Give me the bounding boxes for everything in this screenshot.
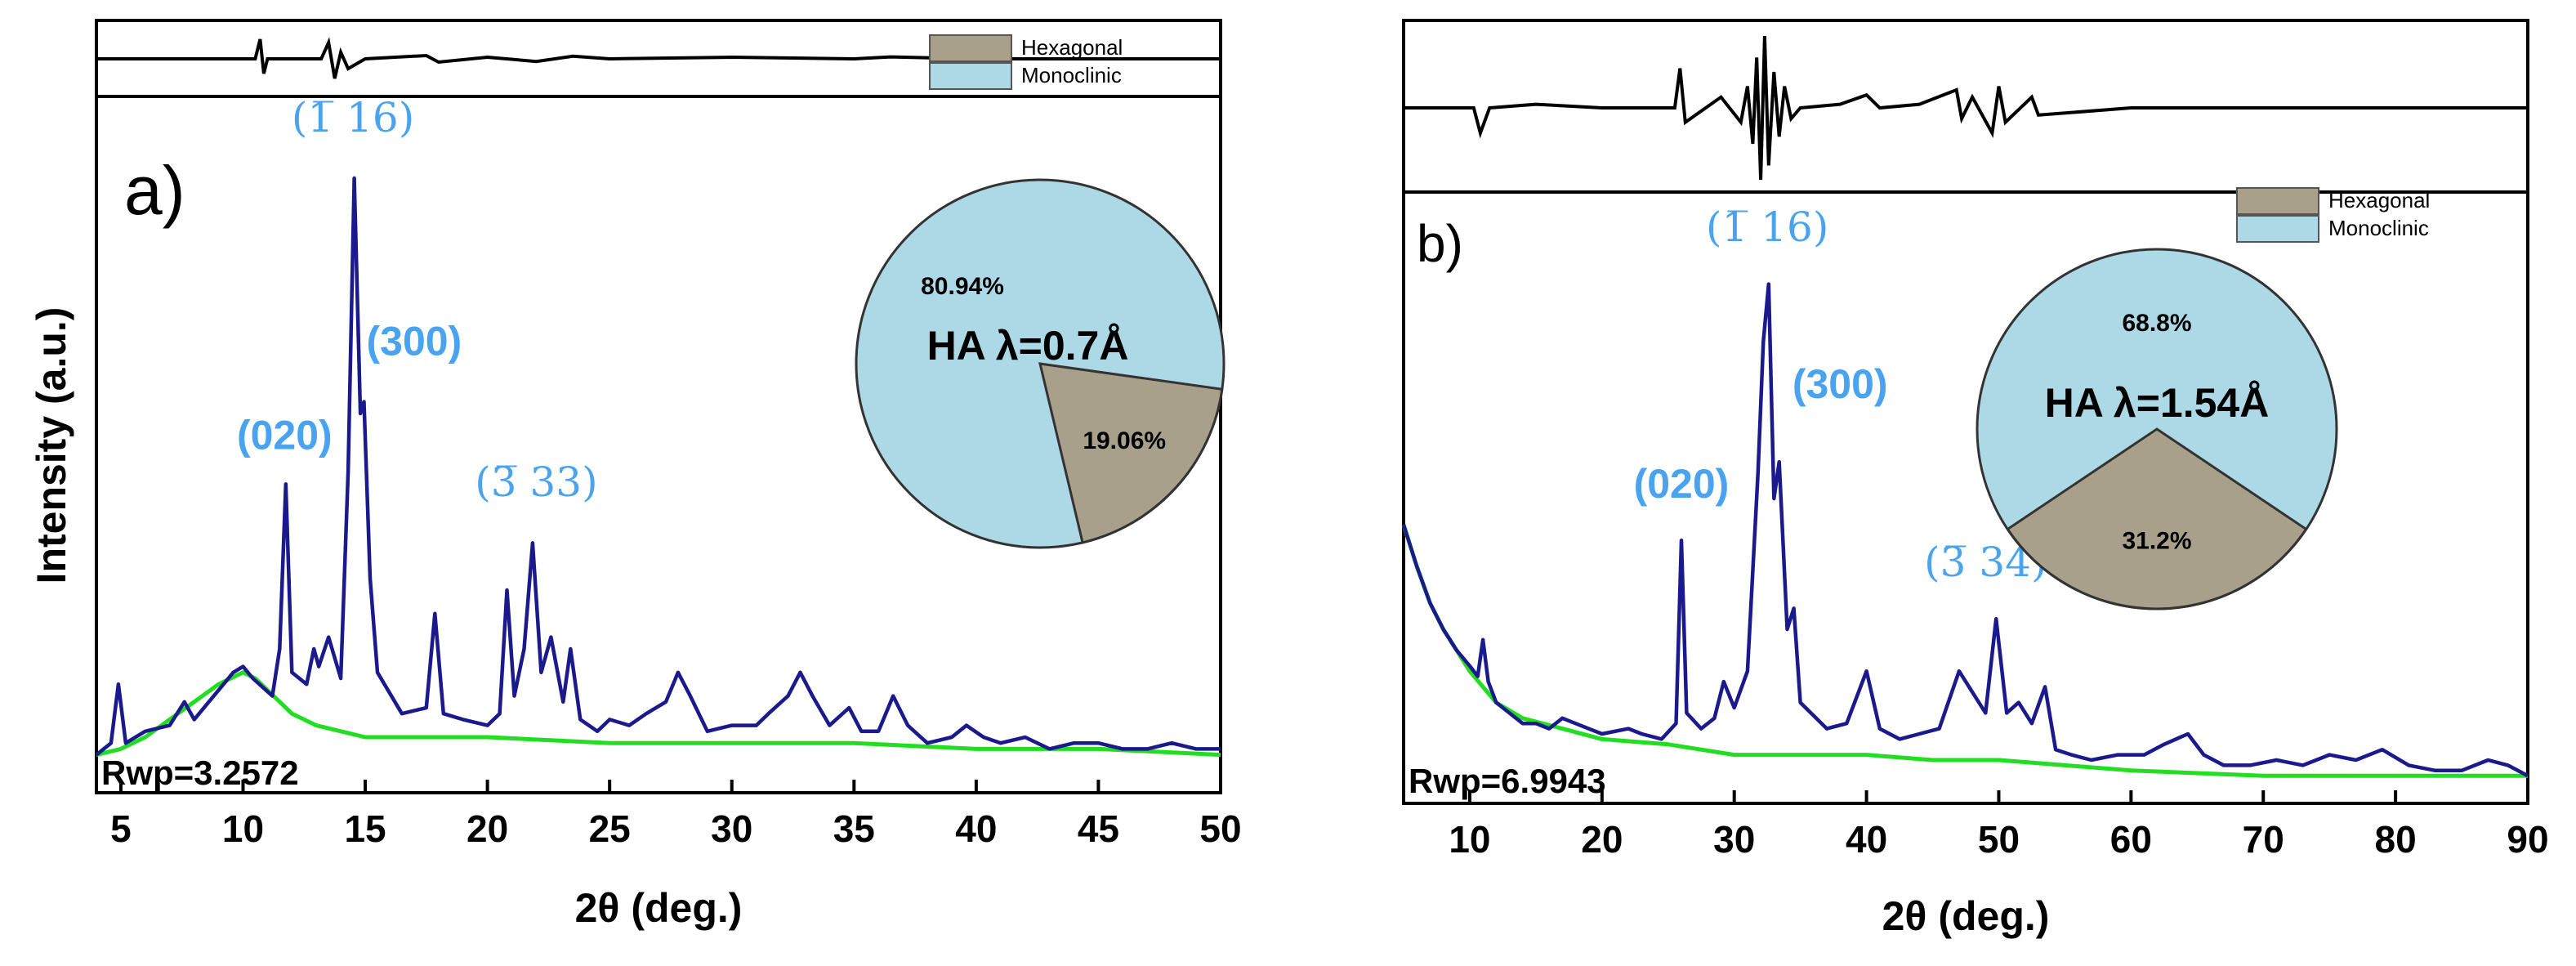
x-tick-label-15: 15: [344, 807, 386, 850]
peak-label-0: (020): [237, 413, 333, 458]
panel-a-observed-curve: [95, 176, 1221, 757]
panel-a-main-frame: [95, 95, 1222, 794]
legend-label-hexagonal: Hexagonal: [2328, 188, 2430, 212]
x-tick-label-50: 50: [1199, 807, 1241, 850]
x-tick-label-20: 20: [467, 807, 508, 850]
x-tick-label-60: 60: [2110, 818, 2152, 861]
x-tick-label-5: 5: [110, 807, 132, 850]
legend-swatch-monoclinic: [929, 62, 1012, 90]
x-tick-label-30: 30: [711, 807, 752, 850]
panel-b-difference-layer: [1404, 35, 2528, 181]
pie-label-monoclinic: 80.94%: [921, 273, 1004, 300]
x-tick-label-80: 80: [2375, 818, 2417, 861]
panel-b-peak-labels: (020)(1̅ 16)(300)(3̅ 34): [1634, 203, 2047, 586]
x-tick-label-10: 10: [222, 807, 264, 850]
panel-a: 5 10 15 20 25 30 35 40 45 50 a) Rwp=3.2572 2θ (de…: [29, 19, 1242, 931]
panel-b-legend: Hexagonal Monoclinic: [2236, 187, 2430, 243]
panel-a-ylabel: Intensity (a.u.): [29, 307, 74, 584]
peak-label-2: (300): [1792, 361, 1888, 407]
panel-b: 10 20 30 40 50 60 70 80 90 b) Rwp=6.9943 2θ (deg…: [1401, 19, 2549, 939]
panel-a-difference-curve: [96, 37, 1221, 79]
panel-a-background-curve: [96, 670, 1221, 758]
panel-b-plot-layer: [1401, 282, 2529, 778]
pie-label-hexagonal: 19.06%: [1083, 427, 1166, 454]
legend-swatch-hexagonal: [929, 34, 1012, 62]
panel-b-observed-curve: [1401, 282, 2529, 778]
pie-slice-hexagonal: [2006, 427, 2308, 610]
pie-title: HA λ=1.54Å: [2045, 380, 2270, 426]
panel-b-x-axis: 10 20 30 40 50 60 70 80 90: [1449, 790, 2549, 861]
x-tick-label-25: 25: [589, 807, 631, 850]
x-tick-label-35: 35: [833, 807, 875, 850]
panel-b-label: b): [1417, 214, 1463, 273]
x-tick-label-45: 45: [1078, 807, 1119, 850]
panel-a-pie: 19.06% 80.94% HA λ=0.7Å: [855, 178, 1225, 549]
legend-swatch-monoclinic: [2236, 215, 2319, 243]
peak-label-0: (020): [1634, 461, 1730, 507]
x-tick-label-20: 20: [1581, 818, 1623, 861]
pie-label-hexagonal: 31.2%: [2122, 527, 2191, 554]
panel-a-label: a): [124, 152, 185, 229]
x-tick-label-50: 50: [1978, 818, 2020, 861]
pie-slice-hexagonal: [1038, 362, 1224, 544]
panel-b-pie: 31.2% 68.8% HA λ=1.54Å: [1976, 248, 2338, 610]
panel-b-difference-curve: [1404, 35, 2528, 181]
legend-swatch-hexagonal: [2236, 187, 2319, 215]
legend-label-monoclinic: Monoclinic: [2328, 216, 2429, 240]
panel-b-xlabel: 2θ (deg.): [1882, 893, 2050, 939]
panel-a-xlabel: 2θ (deg.): [575, 885, 743, 931]
x-tick-label-90: 90: [2507, 818, 2548, 861]
panel-a-difference-layer: [96, 37, 1221, 79]
x-tick-label-30: 30: [1713, 818, 1755, 861]
x-tick-label-70: 70: [2243, 818, 2284, 861]
x-tick-label-40: 40: [1846, 818, 1887, 861]
pie-label-monoclinic: 68.8%: [2122, 310, 2191, 337]
x-tick-label-40: 40: [955, 807, 997, 850]
panel-a-peak-labels: (020) (1̅ 16) (300) (3̅ 33): [237, 94, 598, 506]
panel-a-x-axis: 5 10 15 20 25 30 35 40 45 50: [110, 780, 1242, 850]
peak-label-2: (300): [367, 318, 462, 364]
legend-label-hexagonal: Hexagonal: [1021, 35, 1123, 60]
pie-title: HA λ=0.7Å: [927, 323, 1129, 369]
peak-label-1: (1̅ 16): [1706, 203, 1828, 251]
panel-a-rwp: Rwp=3.2572: [101, 754, 299, 792]
panel-a-legend: Hexagonal Monoclinic: [929, 34, 1123, 90]
panel-b-main-frame: [1402, 190, 2529, 805]
panel-b-rwp: Rwp=6.9943: [1409, 762, 1606, 800]
peak-label-3: (3̅ 33): [475, 458, 597, 506]
x-tick-label-10: 10: [1449, 818, 1490, 861]
peak-label-1: (1̅ 16): [292, 94, 414, 141]
legend-label-monoclinic: Monoclinic: [1021, 63, 1122, 87]
panel-a-plot-layer: [95, 176, 1221, 758]
